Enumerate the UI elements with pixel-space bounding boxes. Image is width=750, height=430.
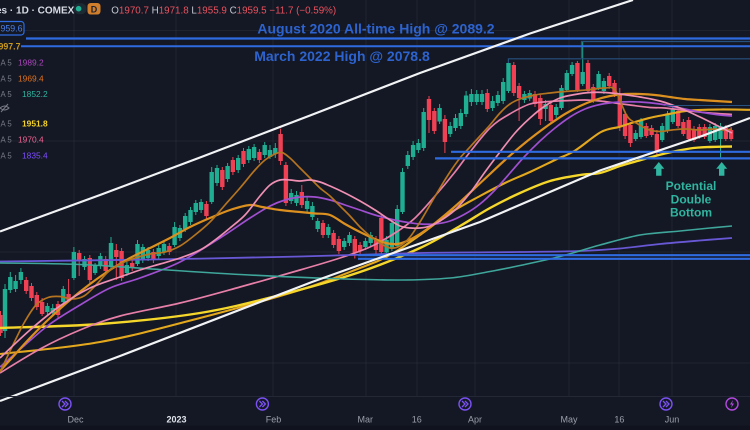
svg-text:Apr: Apr [468, 415, 482, 425]
svg-text:Double: Double [671, 192, 712, 206]
svg-text:16: 16 [614, 415, 624, 425]
svg-text:Jun: Jun [665, 415, 680, 425]
svg-text:MA 5: MA 5 [0, 136, 12, 145]
svg-text:May: May [560, 415, 578, 425]
svg-text:MA 5: MA 5 [0, 90, 12, 99]
svg-text:MA 5: MA 5 [0, 59, 12, 68]
svg-text:August 2020 All-time High @ 20: August 2020 All-time High @ 2089.2 [257, 21, 494, 37]
svg-text:O1970.7 H1971.8 L1955.9 C1959.: O1970.7 H1971.8 L1955.9 C1959.5 −11.7 (−… [111, 5, 336, 16]
svg-text:D: D [91, 5, 98, 15]
svg-text:1852.2: 1852.2 [22, 89, 48, 99]
svg-text:MA 5: MA 5 [0, 75, 12, 84]
svg-text:1835.4: 1835.4 [22, 151, 48, 161]
svg-text:March 2022 High @ 2078.8: March 2022 High @ 2078.8 [254, 48, 430, 64]
svg-text:1989.2: 1989.2 [18, 58, 44, 68]
svg-text:997.7: 997.7 [0, 41, 21, 51]
svg-text:1970.4: 1970.4 [18, 135, 44, 145]
svg-text:16: 16 [412, 415, 422, 425]
svg-text:es · 1D · COMEX: es · 1D · COMEX [0, 5, 75, 16]
svg-text:MA 5: MA 5 [0, 120, 12, 129]
svg-text:1969.4: 1969.4 [18, 74, 44, 84]
svg-text:Mar: Mar [358, 415, 374, 425]
svg-text:MA 5: MA 5 [0, 152, 12, 161]
svg-text:Dec: Dec [67, 415, 84, 425]
svg-text:1951.8: 1951.8 [22, 119, 48, 129]
svg-text:Bottom: Bottom [670, 206, 712, 220]
svg-text:959.6: 959.6 [1, 24, 23, 34]
svg-text:Feb: Feb [266, 415, 282, 425]
svg-text:2023: 2023 [166, 415, 186, 425]
svg-text:Potential: Potential [666, 179, 717, 193]
